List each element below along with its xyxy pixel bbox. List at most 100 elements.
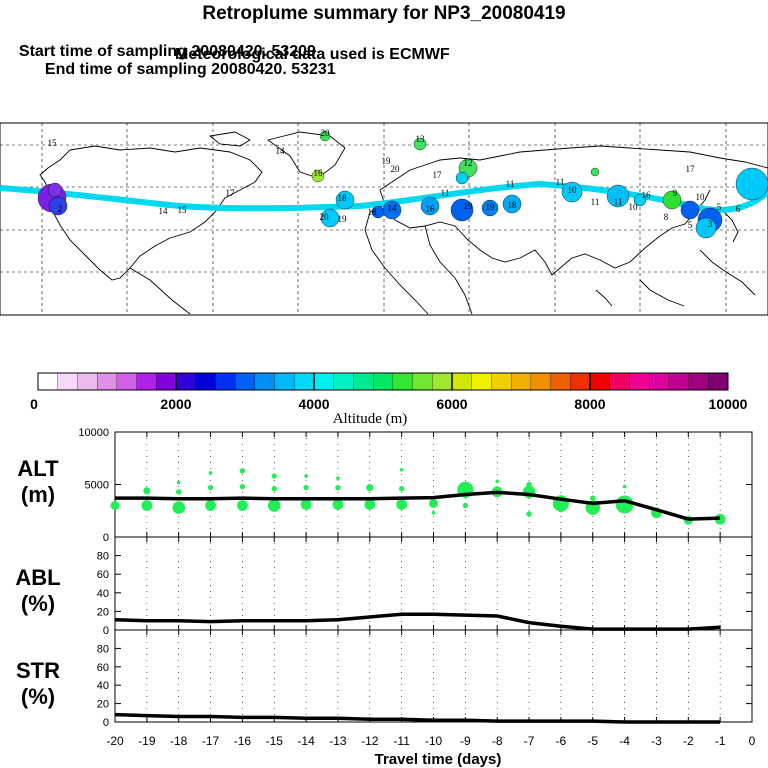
trajectory-label: 11	[506, 179, 515, 189]
colorbar-cell	[175, 372, 197, 391]
plume-blob	[311, 169, 325, 183]
met-data-label: Meteorological data used is ECMWF	[175, 46, 450, 63]
altitude-scatter-point	[332, 499, 344, 510]
time-series-panels: 1000050000ALT(m)806040200ABL(%)806040200…	[15, 427, 755, 748]
panel-label: STR	[16, 658, 60, 683]
x-tick-label: 0	[749, 734, 756, 748]
colorbar-cell	[333, 372, 354, 391]
plume-blob	[450, 198, 474, 222]
colorbar-cell	[234, 372, 256, 391]
x-tick-label: -6	[556, 734, 567, 748]
y-tick-label: 20	[97, 606, 109, 618]
x-tick-label: -18	[170, 734, 188, 748]
x-tick-label: -1	[715, 734, 726, 748]
plume-blob	[590, 167, 600, 177]
plume-blob	[382, 200, 402, 220]
trajectory-label: 20	[321, 128, 331, 138]
sampling-time-line: Start time of sampling 20080420. 53209 E…	[10, 25, 768, 79]
panel-unit-label: (%)	[21, 591, 55, 616]
panel-abl: 80 60 40 20 0 ABL(%)	[15, 536, 753, 637]
x-tick-label: -10	[425, 734, 443, 748]
x-tick-label: -2	[683, 734, 694, 748]
x-tick-label: -14	[297, 734, 315, 748]
trajectory-label: 5	[688, 220, 693, 230]
altitude-scatter-point	[526, 481, 532, 488]
colorbar-cells	[37, 372, 729, 391]
trajectory-label: 10	[568, 185, 578, 195]
x-tick-label: -19	[138, 734, 156, 748]
colorbar-cell	[609, 372, 630, 391]
trajectory-label: 16	[642, 190, 652, 200]
colorbar-cell	[215, 372, 236, 391]
plume-blob	[319, 130, 331, 142]
x-tick-label: -12	[361, 734, 379, 748]
colorbar-cell	[550, 372, 571, 391]
x-tick-label: -15	[266, 734, 284, 748]
colorbar-cell	[432, 372, 453, 391]
chart-title: Retroplume summary for NP3_20080419	[202, 3, 566, 24]
x-axis-tick-labels: -20 -19 -18 -17 -16 -15 -14 -13 -12 -11 -10 -9 -8 -7-…	[106, 734, 755, 748]
altitude-scatter-point	[336, 476, 340, 481]
colorbar-cell	[629, 372, 650, 391]
trajectory-label: 18	[368, 207, 378, 217]
altitude-scatter-point	[271, 486, 277, 492]
trajectory-label: 11	[614, 197, 623, 207]
altitude-scatter-point	[267, 499, 281, 512]
colorbar-cell	[116, 372, 138, 391]
trajectory-label: 16	[426, 204, 436, 214]
colorbar-cell	[294, 372, 315, 391]
trajectory-label: 15	[178, 205, 188, 215]
altitude-scatter-point	[429, 498, 438, 508]
altitude-scatter-point	[303, 484, 309, 491]
altitude-scatter-point	[495, 479, 500, 484]
colorbar-cell	[668, 372, 690, 391]
plume-blob	[662, 190, 682, 210]
plume-blob	[413, 137, 427, 151]
trajectory-label: 14	[388, 203, 398, 213]
altitude-scatter-point	[526, 511, 532, 517]
x-tick-label: -4	[619, 734, 630, 748]
colorbar-tick-label: 10000	[709, 396, 748, 412]
altitude-scatter-point	[271, 473, 277, 479]
trajectory-label: 15	[48, 138, 58, 148]
trajectory-label: 3	[708, 219, 713, 229]
x-tick-label: -11	[393, 734, 410, 748]
plume-blob	[48, 196, 68, 216]
trajectory-label: 2	[58, 204, 63, 214]
trajectory-label: 11	[441, 188, 450, 198]
colorbar-cell	[451, 372, 473, 391]
x-tick-label: -8	[492, 734, 503, 748]
panel-label: ALT	[17, 456, 59, 481]
colorbar-tick-label: 4000	[298, 396, 329, 412]
altitude-colorbar: 0 2000 4000 6000 8000 10000 Altitude (m)	[30, 372, 748, 427]
colorbar-cell	[471, 372, 492, 391]
altitude-scatter-point	[396, 499, 408, 510]
x-tick-label: -7	[524, 734, 535, 748]
altitude-scatter-point	[304, 474, 308, 478]
altitude-scatter-point	[622, 484, 627, 489]
trajectory-label: 19	[464, 201, 474, 211]
x-tick-label: -20	[106, 734, 124, 748]
trajectory-label: 18	[338, 193, 348, 203]
y-tick-label: 10000	[78, 427, 109, 439]
altitude-scatter-point	[462, 502, 469, 509]
colorbar-cell	[274, 372, 295, 391]
y-tick-label: 60	[97, 569, 109, 581]
y-tick-label: 0	[103, 532, 109, 544]
colorbar-frame	[37, 372, 729, 391]
colorbar-cell	[136, 372, 157, 391]
plume-blob	[561, 181, 583, 203]
altitude-scatter-point	[143, 487, 151, 495]
panel-label: ABL	[15, 565, 60, 590]
y-tick-label: 0	[103, 625, 109, 637]
panel-str: 80 60 40 20 0 STR(%)	[16, 629, 753, 729]
trajectory-label: 11	[556, 177, 565, 187]
altitude-scatter-point	[176, 480, 181, 485]
colorbar-cell	[313, 372, 335, 391]
x-tick-label: -5	[587, 734, 598, 748]
colorbar-cell	[37, 372, 59, 391]
abl-series-line	[114, 612, 721, 631]
